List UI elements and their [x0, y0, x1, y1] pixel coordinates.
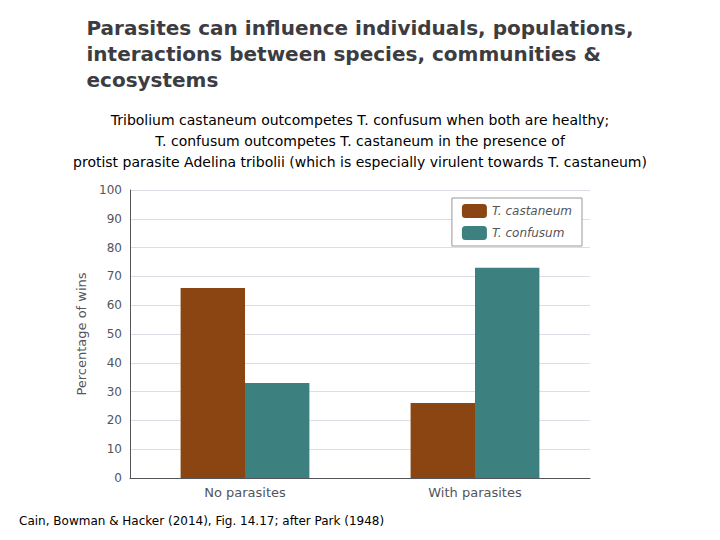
svg-text:Tribolium castaneum outcompete: Tribolium castaneum outcompetes T. confu…: [110, 112, 610, 128]
svg-text:T. confusum: T. confusum: [492, 226, 564, 240]
svg-text:10: 10: [107, 442, 122, 456]
svg-text:With parasites: With parasites: [428, 485, 522, 500]
svg-text:T. castaneum: T. castaneum: [492, 204, 572, 218]
svg-text:T. confusum outcompetes T. cas: T. confusum outcompetes T. castaneum in …: [154, 133, 566, 149]
svg-text:70: 70: [107, 269, 122, 283]
svg-text:20: 20: [107, 413, 122, 427]
svg-text:Cain, Bowman & Hacker (2014),: Cain, Bowman & Hacker (2014), Fig. 14.17…: [19, 514, 384, 528]
svg-text:90: 90: [107, 212, 122, 226]
svg-text:60: 60: [107, 298, 122, 312]
svg-text:100: 100: [99, 183, 122, 197]
svg-text:interactions between species,: interactions between species, communitie…: [86, 42, 600, 66]
svg-text:0: 0: [114, 471, 122, 485]
svg-text:30: 30: [107, 385, 122, 399]
svg-text:80: 80: [107, 241, 122, 255]
svg-text:50: 50: [107, 327, 122, 341]
svg-text:ecosystems: ecosystems: [86, 68, 218, 92]
svg-text:40: 40: [107, 356, 122, 370]
svg-text:protist parasite Adelina tribo: protist parasite Adelina tribolii (which…: [73, 154, 647, 170]
svg-text:No parasites: No parasites: [204, 485, 286, 500]
svg-text:Parasites can influence indivi: Parasites can influence individuals, pop…: [86, 16, 633, 40]
svg-text:Percentage of wins: Percentage of wins: [74, 272, 89, 395]
